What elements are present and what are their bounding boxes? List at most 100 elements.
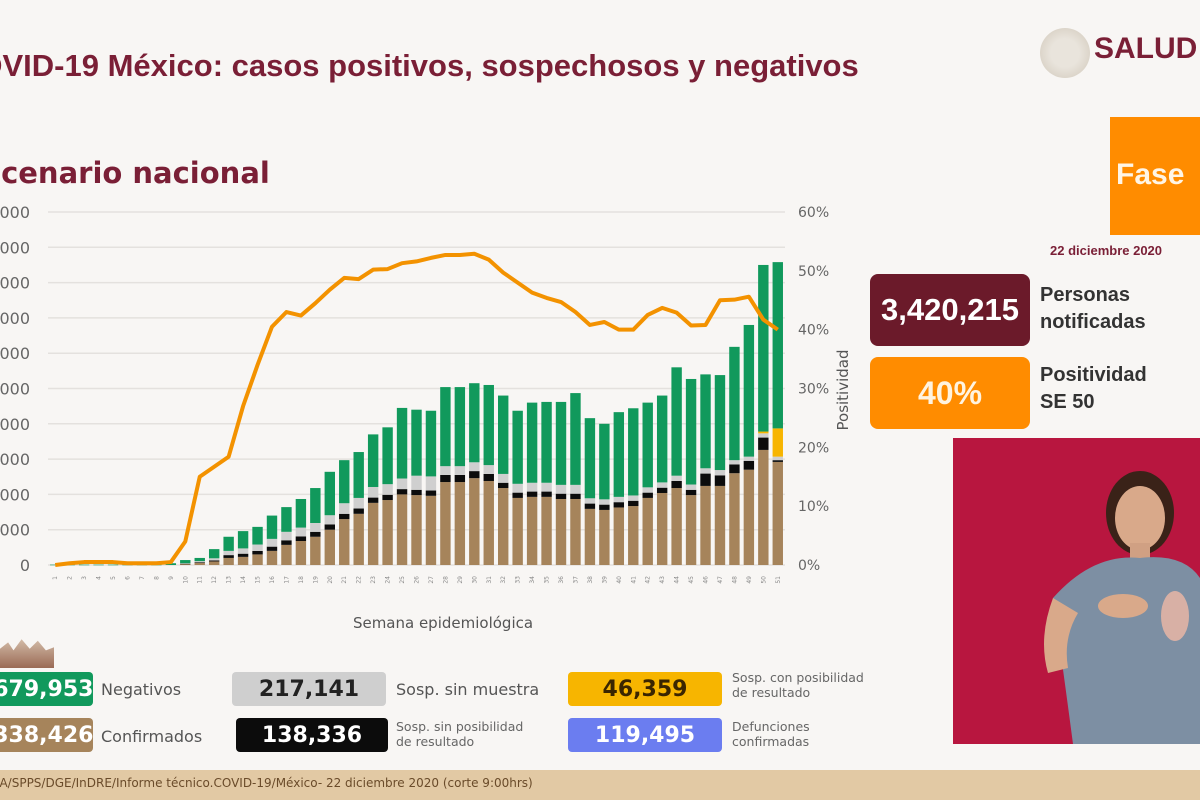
bar-confirmados [541,496,552,565]
bar-sin_muestra [584,498,596,504]
x-tick-label: 50 [760,576,767,584]
x-tick-label: 44 [674,576,681,584]
bar-confirmados [237,556,249,565]
x-tick-label: 43 [659,576,666,584]
bar-sin_posibilidad [714,475,726,486]
x-tick-label: 13 [226,576,233,584]
bar-negativos [324,471,335,516]
page-title: COVID-19 México: casos positivos, sospec… [0,48,859,83]
bar-confirmados [252,554,263,565]
bar-con_posibilidad [772,428,783,457]
legend-defunciones-value: 119,495 [568,718,722,752]
bar-confirmados [613,507,625,565]
y-tick-label: 30,000 [0,450,30,469]
bar-sin_posibilidad [700,473,711,486]
bar-negativos [671,367,682,476]
x-tick-label: 9 [168,576,175,580]
bar-confirmados [714,485,726,565]
legend-negativos-value: 1,679,953 [0,672,93,706]
bar-confirmados [498,488,509,565]
bar-sin_muestra [656,482,668,488]
x-tick-label: 46 [703,576,710,584]
x-tick-label: 51 [775,576,782,584]
x-tick-label: 49 [746,576,753,584]
y2-tick-label: 20% [798,440,829,456]
bar-negativos [714,375,726,471]
x-tick-label: 15 [255,576,262,584]
bar-negativos [642,402,653,488]
bar-confirmados [411,495,422,565]
interpreter-figure [1044,471,1200,744]
bar-confirmados [208,561,220,565]
bar-sin_muestra [642,487,653,493]
bar-sin_muestra [339,503,350,514]
bar-confirmados [570,498,581,565]
bar-negativos [700,374,711,469]
bar-sin_muestra [223,550,234,556]
label-line2: confirmadas [732,734,810,749]
bar-sin_posibilidad [252,550,263,555]
bar-sin_posibilidad [512,492,523,498]
notified-people-value: 3,420,215 [870,274,1030,346]
x-tick-label: 36 [558,576,565,584]
bar-confirmados [512,497,523,565]
y-tick-label: 100,000 [0,203,30,222]
legend-confirmados-label: Confirmados [101,727,203,746]
bar-sin_muestra [743,456,755,461]
bar-confirmados [180,563,191,565]
logo-text: SALUD [1094,32,1198,65]
bar-negativos [411,409,422,476]
bar-sin_muestra [613,496,625,503]
x-tick-label: 19 [312,576,319,584]
bar-negativos [93,564,104,566]
bar-confirmados [743,469,755,565]
x-tick-label: 14 [240,576,247,584]
bar-negativos [208,549,220,559]
bar-negativos [194,557,205,562]
bar-sin_posibilidad [642,492,653,498]
bar-sin_muestra [628,495,639,501]
bar-confirmados [671,488,682,565]
y2-axis-label: Positividad [834,350,852,431]
positivity-line [54,251,779,567]
bar-confirmados [483,480,494,565]
bar-sin_posibilidad [353,508,364,514]
positivity-label-line1: Positividad [1040,364,1147,386]
x-tick-label: 10 [182,576,189,584]
x-tick-label: 18 [298,576,305,584]
x-tick-label: 28 [442,576,449,584]
bar-negativos [266,515,278,539]
bar-sin_muestra [671,475,682,481]
legend-defunciones-label: Defunciones confirmadas [732,719,810,749]
bar-negativos [656,395,668,483]
bar-confirmados [772,461,783,565]
x-tick-label: 6 [124,576,131,580]
bar-negativos [685,378,697,485]
y-tick-label: 60,000 [0,344,30,363]
bar-sin_muestra [237,548,249,554]
bar-negativos [310,488,321,523]
bar-negativos [382,427,393,485]
bar-negativos [584,418,596,499]
bar-negativos [425,410,437,477]
phase-box [1110,117,1200,235]
bar-sin_posibilidad [570,493,581,499]
bar-negativos [613,412,625,497]
y2-tick-label: 0% [798,558,820,574]
label-line1: Sosp. sin posibilidad [396,719,524,734]
bar-negativos [237,531,249,549]
x-tick-label: 3 [81,576,88,580]
bar-sin_muestra [266,538,278,547]
bar-confirmados [310,536,321,565]
bar-confirmados [367,502,379,565]
sign-language-interpreter-video [953,438,1200,744]
y2-tick-label: 30% [798,382,829,398]
bar-sin_posibilidad [483,473,494,481]
bar-sin_muestra [599,499,610,505]
positivity-label-line2: SE 50 [1040,391,1095,413]
bar-sin_muestra [512,483,523,493]
bar-negativos [469,383,480,463]
bar-confirmados [584,508,596,565]
bar-negativos [440,387,451,467]
x-tick-label: 7 [139,576,146,580]
